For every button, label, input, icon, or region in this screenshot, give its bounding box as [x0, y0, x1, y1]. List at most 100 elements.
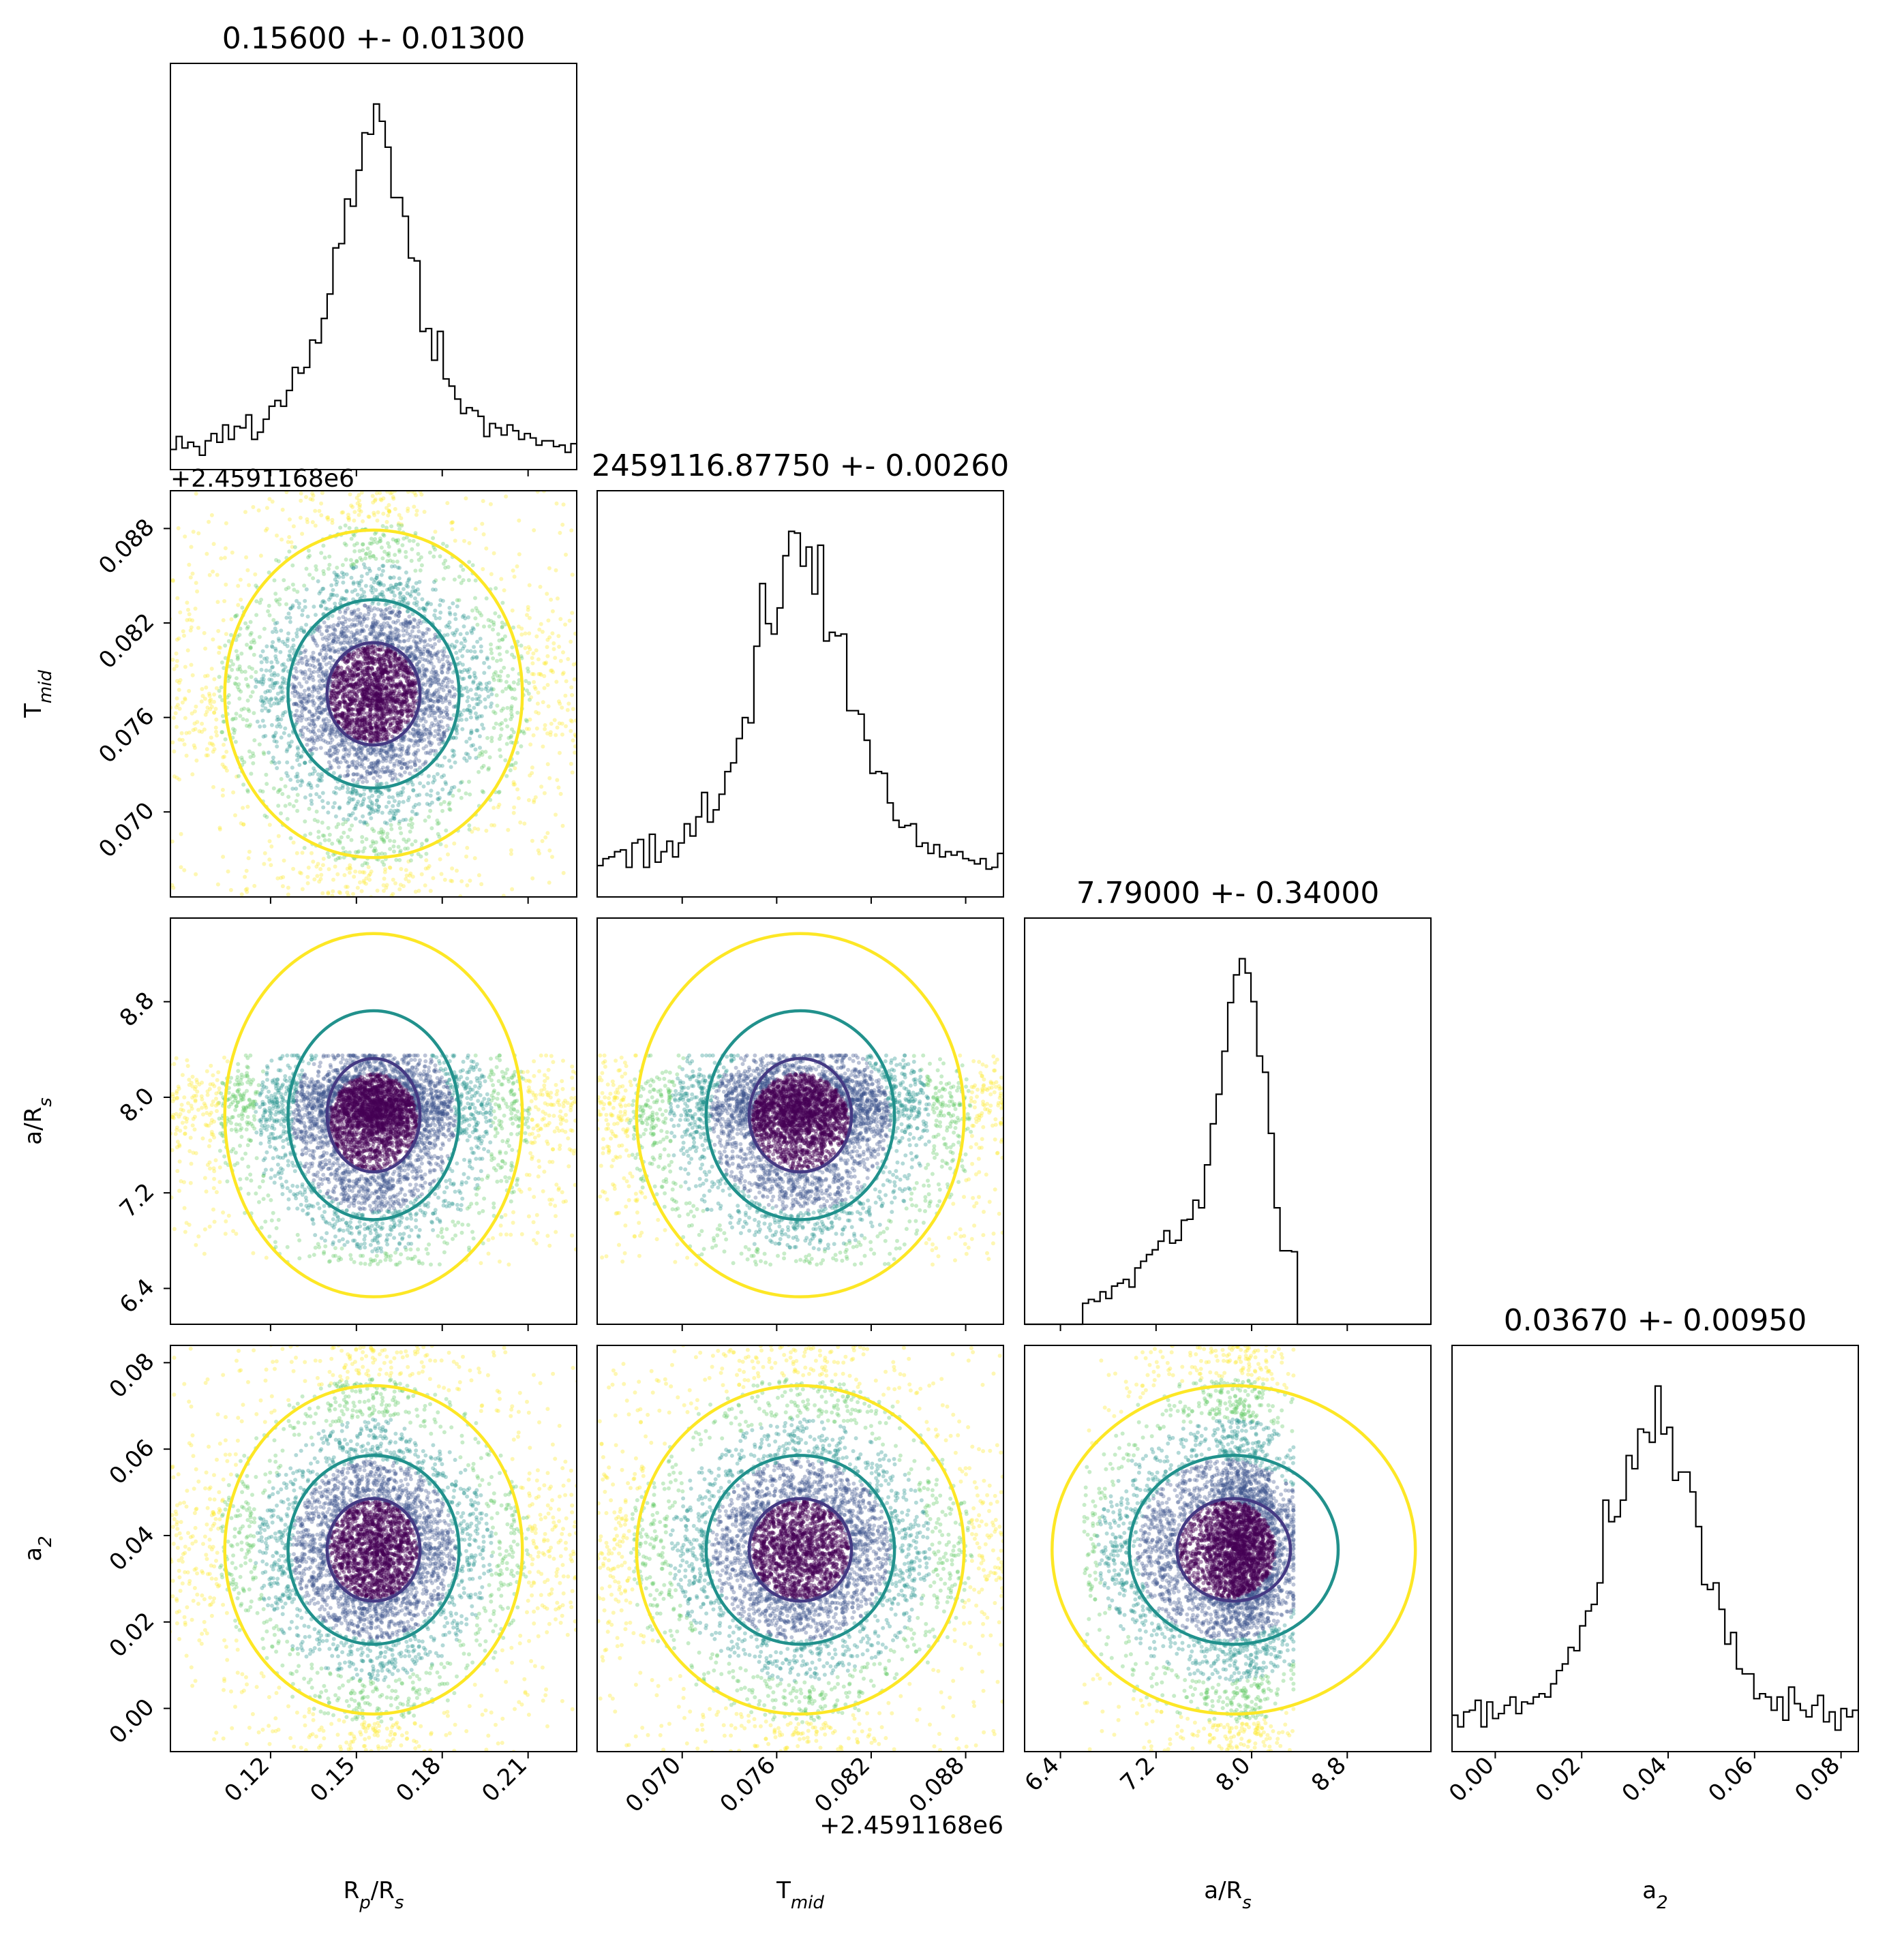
sample-point: [340, 738, 345, 743]
sample-point: [372, 829, 376, 834]
sample-point: [498, 652, 502, 656]
sample-point: [220, 793, 225, 798]
sample-point: [262, 861, 267, 866]
sample-point: [263, 696, 268, 701]
sample-point: [391, 795, 395, 799]
sample-point: [372, 776, 376, 780]
sample-point: [365, 727, 369, 731]
sample-point: [427, 814, 432, 819]
sample-point: [175, 658, 179, 663]
sample-point: [563, 693, 568, 698]
sample-point: [375, 773, 380, 778]
sample-point: [344, 748, 348, 752]
sample-point: [412, 690, 417, 695]
sample-point: [378, 675, 383, 680]
sample-point: [367, 714, 372, 718]
sample-point: [309, 802, 314, 806]
sample-point: [386, 513, 391, 518]
sample-point: [377, 727, 382, 731]
sample-point: [363, 881, 368, 886]
sample-point: [353, 804, 358, 808]
sample-point: [533, 795, 538, 799]
sample-point: [369, 679, 374, 683]
sample-point: [371, 616, 376, 621]
sample-point: [400, 701, 405, 705]
sample-point: [208, 701, 213, 705]
sample-point: [404, 817, 408, 822]
sample-point: [406, 609, 410, 613]
sample-point: [229, 617, 234, 622]
sample-point: [372, 699, 377, 704]
sample-point: [357, 777, 361, 782]
sample-point: [405, 648, 410, 653]
sample-point: [376, 804, 381, 809]
sample-point: [311, 677, 316, 682]
sample-point: [179, 832, 183, 836]
sample-point: [295, 772, 300, 776]
sample-point: [453, 612, 457, 617]
sample-point: [334, 705, 339, 710]
sample-point: [468, 674, 472, 679]
sample-point: [367, 675, 372, 680]
sample-point: [385, 709, 390, 714]
sample-point: [300, 613, 305, 617]
sample-point: [351, 662, 356, 667]
sample-point: [471, 627, 476, 632]
sample-point: [318, 652, 322, 657]
sample-point: [449, 521, 453, 525]
sample-point: [319, 701, 324, 705]
sample-point: [183, 696, 187, 701]
sample-point: [348, 813, 353, 818]
sample-point: [412, 733, 417, 737]
sample-point: [269, 703, 273, 708]
sample-point: [306, 699, 311, 704]
sample-point: [417, 731, 421, 735]
sample-point: [343, 675, 348, 680]
sample-point: [425, 680, 430, 684]
sample-point: [386, 673, 391, 678]
sample-point: [283, 710, 288, 714]
sample-point: [273, 626, 277, 631]
sample-point: [514, 900, 518, 904]
sample-point: [381, 765, 385, 770]
sample-point: [421, 723, 426, 728]
sample-point: [447, 610, 452, 615]
sample-point: [301, 696, 306, 701]
sample-point: [194, 872, 198, 876]
sample-point: [439, 710, 443, 715]
sample-point: [340, 783, 345, 788]
sample-point: [385, 491, 390, 494]
sample-point: [321, 717, 326, 722]
sample-point: [369, 707, 374, 712]
sample-point: [299, 684, 304, 689]
sample-point: [329, 728, 333, 733]
sample-point: [369, 701, 374, 706]
sample-point: [262, 701, 267, 705]
sample-point: [545, 645, 549, 650]
sample-point: [349, 689, 354, 694]
sample-point: [375, 518, 380, 523]
sample-point: [336, 637, 341, 641]
sample-point: [481, 499, 485, 504]
sample-point: [362, 880, 367, 885]
sample-point: [399, 790, 404, 795]
sample-point: [384, 667, 389, 672]
sample-point: [414, 513, 419, 517]
sample-point: [348, 726, 352, 731]
sample-point: [413, 568, 418, 573]
sample-point: [346, 673, 351, 677]
sample-point: [367, 555, 372, 560]
sample-point: [371, 682, 376, 687]
sample-point: [318, 666, 322, 671]
sample-point: [346, 817, 350, 822]
sample-point: [372, 662, 377, 667]
sample-point: [380, 732, 384, 737]
sample-point: [554, 568, 558, 573]
sample-point: [262, 724, 267, 729]
sample-point: [446, 623, 451, 628]
sample-point: [393, 656, 398, 660]
sample-point: [347, 697, 352, 701]
sample-point: [410, 629, 414, 634]
sample-point: [404, 876, 408, 881]
